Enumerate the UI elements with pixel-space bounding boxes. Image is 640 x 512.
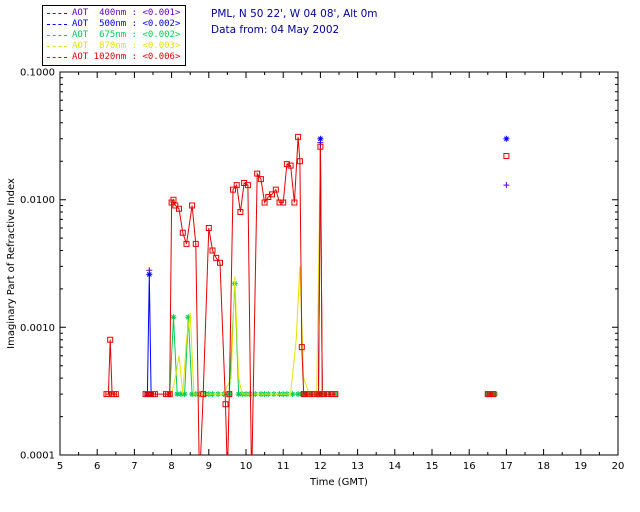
svg-text:10: 10 [240,461,253,472]
svg-text:Time (GMT): Time (GMT) [309,477,368,488]
svg-text:Imaginary Part of Refractive I: Imaginary Part of Refractive Index [6,178,17,349]
svg-text:16: 16 [463,461,476,472]
legend-entry: AOT 1020nm : <0.006> [47,52,180,63]
legend-line-sample [47,24,67,25]
legend-entry: AOT 500nm : <0.002> [47,19,180,30]
svg-text:19: 19 [574,461,587,472]
svg-text:0.0001: 0.0001 [20,451,55,462]
svg-text:13: 13 [351,461,364,472]
svg-text:0.1000: 0.1000 [20,68,55,79]
svg-text:15: 15 [426,461,439,472]
svg-text:6: 6 [94,461,100,472]
legend-entry-label: AOT 870nm : <0.003> [72,41,181,51]
svg-text:7: 7 [131,461,137,472]
legend-entry-label: AOT 500nm : <0.002> [72,19,181,29]
svg-text:20: 20 [612,461,625,472]
svg-text:17: 17 [500,461,513,472]
station-info: PML, N 50 22', W 04 08', Alt 0m [211,8,378,20]
svg-text:9: 9 [206,461,212,472]
legend-line-sample [47,57,67,58]
legend-entry: AOT 675nm : <0.002> [47,30,180,41]
legend-entry: AOT 870nm : <0.003> [47,41,180,52]
legend-line-sample [47,13,67,14]
legend-line-sample [47,35,67,36]
svg-text:11: 11 [277,461,290,472]
svg-text:0.0010: 0.0010 [20,323,55,334]
svg-text:18: 18 [537,461,550,472]
legend-box: AOT 400nm : <0.001> AOT 500nm : <0.002> AO… [42,5,187,66]
legend-entry-label: AOT 400nm : <0.001> [72,8,181,18]
svg-text:8: 8 [168,461,174,472]
legend-entry: AOT 400nm : <0.001> [47,8,180,19]
legend-entry-label: AOT 675nm : <0.002> [72,30,181,40]
data-date: Data from: 04 May 2002 [211,24,340,36]
legend-line-sample [47,46,67,47]
svg-text:5: 5 [57,461,63,472]
svg-text:0.0100: 0.0100 [20,195,55,206]
header-info: PML, N 50 22', W 04 08', Alt 0m Data fro… [211,6,378,38]
svg-text:12: 12 [314,461,327,472]
legend-entry-label: AOT 1020nm : <0.006> [72,52,181,62]
svg-text:14: 14 [388,461,401,472]
